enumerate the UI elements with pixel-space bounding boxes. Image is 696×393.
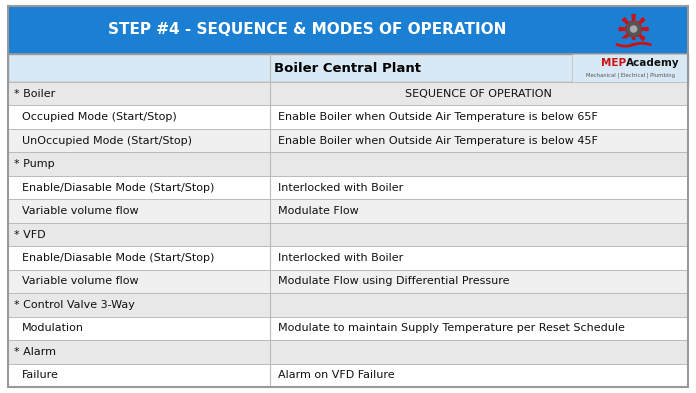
Bar	[8, 54, 688, 82]
Text: Enable Boiler when Outside Air Temperature is below 45F: Enable Boiler when Outside Air Temperatu…	[278, 136, 598, 146]
Text: * Alarm: * Alarm	[14, 347, 56, 357]
Circle shape	[626, 22, 641, 36]
Circle shape	[631, 26, 637, 32]
Text: Failure: Failure	[22, 370, 59, 380]
Text: Academy: Academy	[626, 58, 680, 68]
Text: * VFD: * VFD	[14, 230, 46, 239]
Text: Boiler Central Plant: Boiler Central Plant	[274, 61, 422, 75]
Bar	[8, 223, 688, 246]
Text: Alarm on VFD Failure: Alarm on VFD Failure	[278, 370, 395, 380]
Bar	[8, 129, 688, 152]
Bar	[8, 246, 688, 270]
Text: Variable volume flow: Variable volume flow	[22, 206, 139, 216]
Text: Variable volume flow: Variable volume flow	[22, 276, 139, 286]
Polygon shape	[619, 15, 648, 44]
Bar	[8, 340, 688, 364]
Bar	[8, 270, 688, 293]
Text: * Pump: * Pump	[14, 159, 54, 169]
Bar	[8, 6, 688, 54]
Text: Occupied Mode (Start/Stop): Occupied Mode (Start/Stop)	[22, 112, 177, 122]
Text: Modulate Flow: Modulate Flow	[278, 206, 358, 216]
Text: Modulate to maintain Supply Temperature per Reset Schedule: Modulate to maintain Supply Temperature …	[278, 323, 625, 333]
Text: Interlocked with Boiler: Interlocked with Boiler	[278, 253, 403, 263]
Text: SEQUENCE OF OPERATION: SEQUENCE OF OPERATION	[406, 89, 553, 99]
Bar	[8, 317, 688, 340]
Bar	[8, 293, 688, 317]
Bar	[8, 199, 688, 223]
Text: Modulation: Modulation	[22, 323, 84, 333]
Text: Enable Boiler when Outside Air Temperature is below 65F: Enable Boiler when Outside Air Temperatu…	[278, 112, 598, 122]
Text: Modulate Flow using Differential Pressure: Modulate Flow using Differential Pressur…	[278, 276, 509, 286]
Text: Enable/Diasable Mode (Start/Stop): Enable/Diasable Mode (Start/Stop)	[22, 183, 214, 193]
Bar	[8, 152, 688, 176]
Text: Mechanical | Electrical | Plumbing: Mechanical | Electrical | Plumbing	[586, 72, 674, 78]
Text: Interlocked with Boiler: Interlocked with Boiler	[278, 183, 403, 193]
Bar	[8, 364, 688, 387]
Text: * Boiler: * Boiler	[14, 89, 55, 99]
Bar	[8, 176, 688, 199]
Bar	[8, 105, 688, 129]
Text: * Control Valve 3-Way: * Control Valve 3-Way	[14, 300, 135, 310]
Bar	[8, 82, 688, 105]
Bar	[572, 54, 688, 82]
Text: Enable/Diasable Mode (Start/Stop): Enable/Diasable Mode (Start/Stop)	[22, 253, 214, 263]
Text: STEP #4 - SEQUENCE & MODES OF OPERATION: STEP #4 - SEQUENCE & MODES OF OPERATION	[108, 22, 507, 37]
Text: MEP: MEP	[601, 58, 626, 68]
Text: UnOccupied Mode (Start/Stop): UnOccupied Mode (Start/Stop)	[22, 136, 192, 146]
